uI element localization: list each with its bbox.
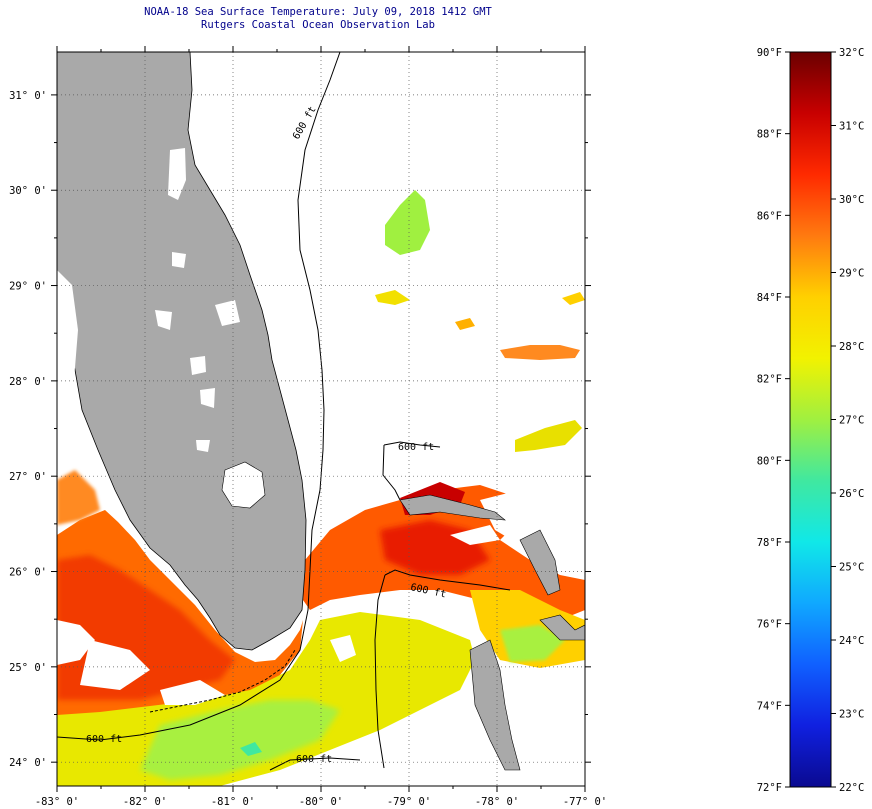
x-tick-label: -77° 0' — [563, 796, 607, 808]
land-cloud-spots — [155, 148, 240, 452]
isobath-600ft — [57, 52, 511, 771]
map-title: NOAA-18 Sea Surface Temperature: July 09… — [144, 6, 492, 18]
colorbar-f-label: 90°F — [757, 47, 782, 59]
colorbar-c-label: 32°C — [839, 47, 864, 59]
colorbar-c-label: 29°C — [839, 268, 864, 280]
sst-straits-green — [140, 700, 340, 780]
colorbar-c-label: 30°C — [839, 194, 864, 206]
colorbar-f-label: 88°F — [757, 129, 782, 141]
grand-bahama — [399, 494, 506, 521]
y-tick-label: 31° 0' — [9, 90, 47, 102]
y-tick-label: 30° 0' — [9, 185, 47, 197]
eleuthera — [539, 614, 585, 641]
sst-patch-south — [240, 742, 262, 756]
colorbar-c-label: 31°C — [839, 121, 864, 133]
y-tick-label: 25° 0' — [9, 662, 47, 674]
colorbar-f-label: 84°F — [757, 292, 782, 304]
colorbar-labels: 90°F 88°F 86°F 84°F 82°F 80°F 78°F 76°F 74°F 72°F… — [757, 47, 865, 794]
sst-patch-mid1 — [375, 290, 410, 305]
x-tick-label: -81° 0' — [211, 796, 255, 808]
isobath-label-1: 600 ft — [398, 442, 434, 453]
colorbar — [789, 51, 832, 788]
colorbar-c-label: 27°C — [839, 415, 864, 427]
cloud-holes — [57, 490, 540, 705]
x-tick-label: -78° 0' — [475, 796, 519, 808]
x-tick-label: -82° 0' — [123, 796, 167, 808]
y-tick-label: 27° 0' — [9, 471, 47, 483]
map-area: 600 ft 600 ft 600 ft 600 ft 600 ft — [57, 52, 585, 786]
isobath-label-4: 600 ft — [86, 734, 122, 745]
sst-patch-mid3 — [562, 292, 585, 305]
y-tick-label: 24° 0' — [9, 757, 47, 769]
colorbar-c-label: 28°C — [839, 341, 864, 353]
colorbar-f-label: 80°F — [757, 455, 782, 467]
west-coast-cloud — [57, 270, 82, 455]
colorbar-c-label: 22°C — [839, 782, 864, 794]
abaco — [519, 529, 561, 596]
colorbar-c-label: 23°C — [839, 709, 864, 721]
colorbar-c-label: 26°C — [839, 488, 864, 500]
sst-patch-north — [385, 190, 430, 255]
florida-keys — [149, 649, 296, 713]
colorbar-f-label: 78°F — [757, 537, 782, 549]
colorbar-f-label: 86°F — [757, 210, 782, 222]
colorbar-c-label: 24°C — [839, 635, 864, 647]
isobath-label-5: 600 ft — [296, 754, 332, 765]
graticule — [57, 52, 585, 786]
colorbar-f-label: 76°F — [757, 619, 782, 631]
map-subtitle: Rutgers Coastal Ocean Observation Lab — [201, 19, 435, 31]
map-ticks — [51, 46, 591, 792]
y-tick-label: 29° 0' — [9, 281, 47, 293]
colorbar-f-label: 72°F — [757, 782, 782, 794]
sst-patch-mid2 — [455, 318, 475, 330]
x-tick-label: -83° 0' — [35, 796, 79, 808]
colorbar-f-label: 82°F — [757, 374, 782, 386]
sst-gulf-north — [57, 470, 100, 525]
sst-patch-east — [500, 345, 580, 360]
map-tick-labels: -83° 0' -82° 0' -81° 0' -80° 0' -79° 0' -78° … — [9, 90, 607, 808]
y-tick-label: 26° 0' — [9, 567, 47, 579]
sst-patch-ne — [515, 420, 582, 452]
colorbar-f-label: 74°F — [757, 700, 782, 712]
colorbar-ticks — [785, 51, 836, 788]
colorbar-c-label: 25°C — [839, 562, 864, 574]
x-tick-label: -79° 0' — [387, 796, 431, 808]
y-tick-label: 28° 0' — [9, 376, 47, 388]
andros — [469, 639, 521, 771]
x-tick-label: -80° 0' — [299, 796, 343, 808]
sst-bahamas-green — [500, 625, 565, 662]
